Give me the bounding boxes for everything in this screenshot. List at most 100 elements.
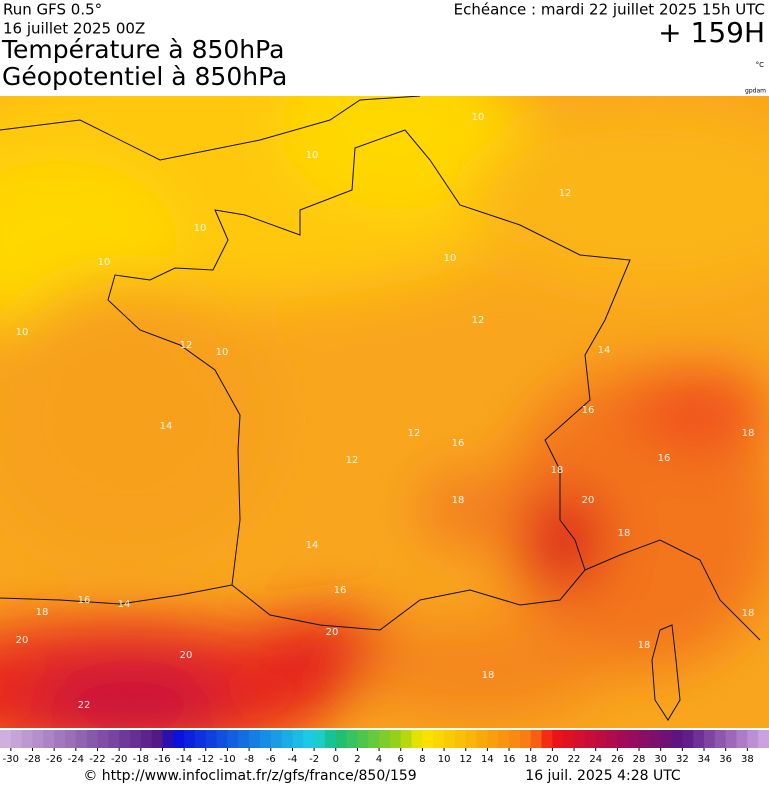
- colorbar-cell: [216, 730, 228, 748]
- colorbar-cell: [758, 730, 769, 748]
- colorbar-cell: [389, 730, 402, 748]
- colorbar-tick-label: -10: [219, 754, 235, 765]
- colorbar-cell: [238, 730, 250, 748]
- colorbar-cell: [314, 730, 326, 748]
- colorbar: -30 -28 -26 -24 -22 -20 -18 -16 -14 -12 -10 -8 -6 -4-…: [0, 730, 769, 765]
- contour-label: 20: [180, 650, 193, 661]
- colorbar-cell: [43, 730, 55, 748]
- colorbar-tick-label: 0: [333, 754, 339, 765]
- contour-label: 16: [582, 405, 595, 416]
- contour-label: 10: [444, 253, 457, 264]
- contour-label: 16: [658, 453, 671, 464]
- colorbar-cell: [682, 730, 694, 748]
- colorbar-cell: [628, 730, 640, 748]
- colorbar-cell: [747, 730, 759, 748]
- colorbar-cell: [10, 730, 23, 748]
- colorbar-cell: [725, 730, 738, 748]
- source-url: © http://www.infoclimat.fr/z/gfs/france/…: [83, 768, 416, 784]
- colorbar-cell: [444, 730, 456, 748]
- colorbar-cell: [400, 730, 413, 748]
- colorbar-cell: [519, 730, 532, 748]
- colorbar-cell: [422, 730, 434, 748]
- colorbar-tick-label: -26: [46, 754, 62, 765]
- contour-label: 10: [216, 347, 229, 358]
- title: Température à 850hPa: [1, 35, 284, 64]
- colorbar-tick-label: 16: [503, 754, 516, 765]
- colorbar-tick-label: -24: [68, 754, 84, 765]
- colorbar-tick-label: 18: [524, 754, 537, 765]
- echeance: Echéance : mardi 22 juillet 2025 15h UTC: [454, 1, 765, 19]
- temperature-field: [0, 96, 769, 728]
- colorbar-tick-label: 22: [568, 754, 581, 765]
- colorbar-cell: [97, 730, 109, 748]
- contour-label: 16: [334, 585, 347, 596]
- run-label: Run GFS 0.5°: [3, 1, 102, 19]
- contour-label: 12: [472, 315, 485, 326]
- colorbar-tick-label: 10: [438, 754, 451, 765]
- contour-label: 18: [482, 670, 495, 681]
- colorbar-cell: [639, 730, 651, 748]
- contour-label: 20: [16, 635, 29, 646]
- colorbar-cell: [574, 730, 586, 748]
- colorbar-cell: [259, 730, 272, 748]
- colorbar-cell: [324, 730, 337, 748]
- colorbar-tick-label: 20: [546, 754, 559, 765]
- contour-label: 14: [118, 599, 131, 610]
- colorbar-tick-label: 12: [459, 754, 472, 765]
- colorbar-tick-label: -4: [287, 754, 297, 765]
- colorbar-tick-label: -30: [3, 754, 19, 765]
- run-date: 16 juillet 2025 00Z: [3, 20, 145, 38]
- colorbar-cell: [292, 730, 304, 748]
- colorbar-cell: [541, 730, 553, 748]
- colorbar-cell: [617, 730, 629, 748]
- contour-label: 10: [472, 112, 485, 123]
- colorbar-tick-label: -18: [133, 754, 149, 765]
- contour-label: 18: [638, 640, 651, 651]
- colorbar-tick-label: -12: [198, 754, 214, 765]
- colorbar-cell: [86, 730, 98, 748]
- contour-label: 20: [326, 627, 339, 638]
- colorbar-cell: [162, 730, 174, 748]
- colorbar-tick-label: 26: [611, 754, 624, 765]
- colorbar-tick-label: -8: [244, 754, 254, 765]
- colorbar-tick-label: 36: [719, 754, 732, 765]
- colorbar-cell: [108, 730, 120, 748]
- colorbar-cell: [368, 730, 380, 748]
- colorbar-cell: [119, 730, 131, 748]
- colorbar-tick-label: 30: [654, 754, 667, 765]
- colorbar-cell: [54, 730, 66, 748]
- contour-label: 22: [78, 700, 91, 711]
- colorbar-tick-label: -14: [176, 754, 192, 765]
- contour-label: 12: [346, 455, 359, 466]
- colorbar-tick-label: 8: [419, 754, 425, 765]
- colorbar-cell: [595, 730, 608, 748]
- contour-label: 20: [582, 495, 595, 506]
- colorbar-cell: [606, 730, 618, 748]
- contour-label: 12: [408, 428, 421, 439]
- contour-label: 18: [36, 607, 49, 618]
- colorbar-tick-label: -20: [111, 754, 127, 765]
- colorbar-cell: [584, 730, 597, 748]
- contour-label: 18: [551, 465, 564, 476]
- colorbar-cell: [563, 730, 575, 748]
- colorbar-tick-label: -2: [309, 754, 319, 765]
- colorbar-cell: [704, 730, 716, 748]
- colorbar-cell: [21, 730, 33, 748]
- coastlines: [0, 96, 761, 721]
- colorbar-cell: [433, 730, 445, 748]
- contour-label: 12: [559, 188, 572, 199]
- colorbar-cell: [249, 730, 261, 748]
- colorbar-cell: [140, 730, 153, 748]
- colorbar-cell: [476, 730, 488, 748]
- colorbar-cell: [509, 730, 521, 748]
- colorbar-cell: [346, 730, 358, 748]
- colorbar-cell: [205, 730, 218, 748]
- map: [0, 96, 769, 728]
- colorbar-tick-label: 32: [676, 754, 689, 765]
- colorbar-cell: [671, 730, 683, 748]
- colorbar-cell: [379, 730, 391, 748]
- contour-label: 10: [98, 257, 111, 268]
- contour-label: 18: [742, 608, 755, 619]
